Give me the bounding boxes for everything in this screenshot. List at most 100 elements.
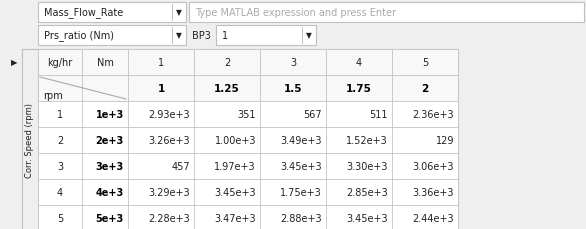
Text: kg/hr: kg/hr <box>47 58 73 68</box>
Bar <box>128 179 194 205</box>
Text: 3.26e+3: 3.26e+3 <box>148 135 190 145</box>
Bar <box>326 50 392 76</box>
Bar <box>194 76 260 101</box>
Bar <box>38 179 82 205</box>
Bar <box>326 205 392 229</box>
Text: 5: 5 <box>422 58 428 68</box>
Bar <box>260 128 326 153</box>
Bar <box>38 50 82 76</box>
Text: 2e+3: 2e+3 <box>96 135 124 145</box>
Bar <box>128 101 194 128</box>
Bar <box>82 76 128 101</box>
Bar <box>392 205 458 229</box>
Text: 1.75e+3: 1.75e+3 <box>280 187 322 197</box>
Bar <box>392 153 458 179</box>
Text: rpm: rpm <box>43 91 63 101</box>
Text: 1.00e+3: 1.00e+3 <box>214 135 256 145</box>
Text: 1: 1 <box>158 84 165 94</box>
Text: 1.97e+3: 1.97e+3 <box>214 161 256 171</box>
Text: 3.29e+3: 3.29e+3 <box>148 187 190 197</box>
Bar <box>22 50 458 229</box>
Bar <box>128 76 194 101</box>
Text: 3.06e+3: 3.06e+3 <box>413 161 454 171</box>
Text: ▶: ▶ <box>11 58 17 67</box>
Text: 3: 3 <box>57 161 63 171</box>
Text: 2.36e+3: 2.36e+3 <box>413 109 454 120</box>
Bar <box>326 128 392 153</box>
Text: 3e+3: 3e+3 <box>96 161 124 171</box>
Bar <box>392 101 458 128</box>
Text: 1: 1 <box>222 31 228 41</box>
Bar <box>326 179 392 205</box>
Bar <box>82 101 128 128</box>
Text: 457: 457 <box>171 161 190 171</box>
Text: 1.25: 1.25 <box>214 84 240 94</box>
Bar <box>38 128 82 153</box>
Bar <box>326 76 392 101</box>
Text: 2.44e+3: 2.44e+3 <box>413 213 454 223</box>
Text: 3.49e+3: 3.49e+3 <box>281 135 322 145</box>
Bar <box>194 205 260 229</box>
Text: Nm: Nm <box>97 58 114 68</box>
Bar <box>194 153 260 179</box>
Bar <box>260 153 326 179</box>
Text: 3: 3 <box>290 58 296 68</box>
Text: Corr. Speed (rpm): Corr. Speed (rpm) <box>26 103 35 178</box>
Text: 5e+3: 5e+3 <box>96 213 124 223</box>
Text: 2.93e+3: 2.93e+3 <box>148 109 190 120</box>
Text: 3.36e+3: 3.36e+3 <box>413 187 454 197</box>
Bar <box>216 26 316 46</box>
Bar <box>38 153 82 179</box>
Text: 3.45e+3: 3.45e+3 <box>346 213 388 223</box>
Bar <box>260 205 326 229</box>
Text: 1: 1 <box>57 109 63 120</box>
Text: 2: 2 <box>224 58 230 68</box>
Text: 3.45e+3: 3.45e+3 <box>214 187 256 197</box>
Bar <box>36 2 586 46</box>
Text: 351: 351 <box>237 109 256 120</box>
Text: Type MATLAB expression and press Enter: Type MATLAB expression and press Enter <box>195 8 396 18</box>
Bar <box>260 101 326 128</box>
Bar <box>38 26 186 46</box>
Bar <box>38 76 82 101</box>
Bar <box>260 50 326 76</box>
Bar <box>22 50 38 229</box>
Bar <box>128 153 194 179</box>
Text: 2: 2 <box>421 84 428 94</box>
Bar <box>82 128 128 153</box>
Text: 2.85e+3: 2.85e+3 <box>346 187 388 197</box>
Bar <box>194 50 260 76</box>
Bar <box>260 179 326 205</box>
Bar <box>189 3 584 23</box>
Text: 2.88e+3: 2.88e+3 <box>280 213 322 223</box>
Bar <box>326 101 392 128</box>
Bar <box>82 179 128 205</box>
Bar <box>194 128 260 153</box>
Bar <box>128 128 194 153</box>
Bar <box>38 101 82 128</box>
Text: 1.5: 1.5 <box>284 84 302 94</box>
Text: ▼: ▼ <box>306 31 312 40</box>
Text: 3.30e+3: 3.30e+3 <box>346 161 388 171</box>
Bar <box>392 50 458 76</box>
Bar <box>194 179 260 205</box>
Bar <box>38 205 82 229</box>
Bar <box>128 50 194 76</box>
Bar <box>392 76 458 101</box>
Bar <box>82 153 128 179</box>
Bar <box>38 3 186 23</box>
Bar <box>392 179 458 205</box>
Bar <box>128 205 194 229</box>
Bar <box>392 128 458 153</box>
Text: 1.75: 1.75 <box>346 84 372 94</box>
Text: 1.52e+3: 1.52e+3 <box>346 135 388 145</box>
Text: 4e+3: 4e+3 <box>96 187 124 197</box>
Text: 129: 129 <box>435 135 454 145</box>
Text: ▼: ▼ <box>176 8 182 17</box>
Bar <box>326 153 392 179</box>
Text: 4: 4 <box>57 187 63 197</box>
Bar <box>82 50 128 76</box>
Bar <box>260 76 326 101</box>
Bar <box>82 205 128 229</box>
Text: 1e+3: 1e+3 <box>96 109 124 120</box>
